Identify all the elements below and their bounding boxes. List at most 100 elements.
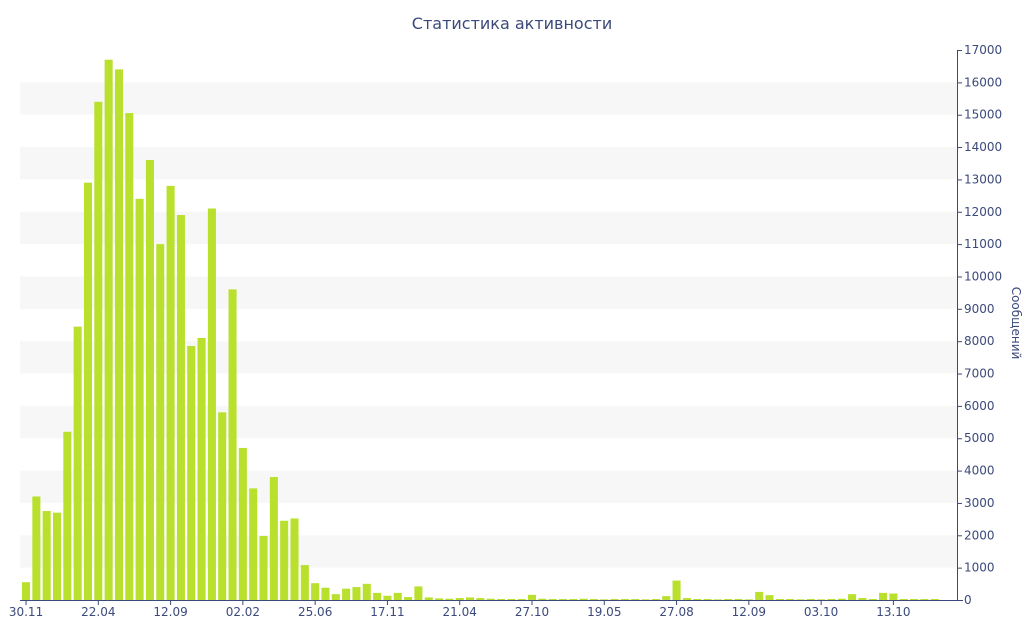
y-tick-label: 13000 [964,172,1002,186]
bar [331,594,340,600]
bar [786,599,795,600]
x-ticks: 30.11 22.04 12.09 02.02 25.06 17.11 21.04 27.10… [9,600,911,619]
bar [517,599,526,600]
bar [920,599,929,600]
bar [73,326,82,600]
bar [435,598,444,600]
bar [579,598,588,600]
grid-bands [20,82,957,568]
bar [662,596,671,600]
bar [889,593,898,600]
x-tick-label: 12.09 [732,605,766,619]
grid-band [20,147,957,180]
grid-band [20,276,957,309]
bar [83,182,93,600]
y-tick-label: 4000 [964,464,995,478]
bar [228,289,237,600]
y-tick-label: 12000 [964,205,1002,219]
bar [548,599,557,600]
grid-band [20,82,957,115]
y-tick-label: 9000 [964,302,995,316]
grid-band [20,470,957,503]
y-ticks: 0 1000 2000 3000 4000 5000 6000 7000 8000 9000 100… [957,43,1002,607]
bar [713,599,722,600]
x-tick-label: 12.09 [153,605,187,619]
x-tick-label: 03.10 [804,605,838,619]
bar [837,598,846,600]
bar [558,599,567,600]
x-tick-label: 13.10 [876,605,910,619]
bar [94,101,103,600]
x-tick-label: 21.04 [443,605,477,619]
bar [589,599,598,600]
bar [796,599,805,600]
bar [176,215,185,600]
chart-title: Статистика активности [411,14,613,33]
y-tick-label: 11000 [964,237,1002,251]
y-tick-label: 6000 [964,399,995,413]
bar [682,598,691,600]
bar [311,583,320,600]
bar [910,599,919,600]
bars [22,59,939,600]
bar [693,599,702,600]
bar [600,599,609,600]
y-tick-label: 16000 [964,75,1002,89]
y-tick-label: 10000 [964,269,1002,283]
bar [651,599,660,600]
bar [321,587,330,600]
bar [507,599,516,600]
bar [610,599,619,600]
x-tick-label: 02.02 [226,605,260,619]
bar [848,594,857,600]
bar [538,598,547,600]
bar [114,69,123,600]
bar [63,431,72,600]
bar [476,598,485,600]
x-tick-label: 27.08 [659,605,693,619]
bar [569,599,578,600]
y-tick-label: 7000 [964,367,995,381]
bar [207,208,216,600]
y-tick-label: 1000 [964,561,995,575]
bar [52,512,62,600]
bar [672,580,681,600]
y-tick-label: 14000 [964,140,1002,154]
bar [342,588,351,600]
bar [455,598,464,600]
grid-band [20,341,957,374]
bar [445,598,454,600]
bar [404,597,413,600]
bar [486,598,495,600]
y-tick-label: 17000 [964,43,1002,57]
bar [125,113,134,600]
bar [259,535,268,600]
bar [197,337,206,600]
bar [104,59,113,600]
bar [145,160,154,600]
bar [724,599,733,600]
bar [879,592,888,600]
x-tick-label: 22.04 [81,605,115,619]
bar [817,599,826,600]
bar [703,599,712,600]
bar [496,599,506,600]
bar [755,591,764,600]
y-tick-label: 2000 [964,528,995,542]
bar [775,599,784,600]
bar [373,592,382,600]
bar [32,496,41,600]
bar [22,582,31,600]
bar [238,447,247,600]
bar [290,518,299,600]
bar [393,592,402,600]
bar [352,587,361,600]
y-tick-label: 0 [964,593,972,607]
bar [362,583,371,600]
x-tick-label: 30.11 [9,605,43,619]
y-tick-label: 3000 [964,496,995,510]
bar [734,599,743,600]
y-tick-label: 15000 [964,108,1002,122]
x-tick-label: 17.11 [370,605,404,619]
